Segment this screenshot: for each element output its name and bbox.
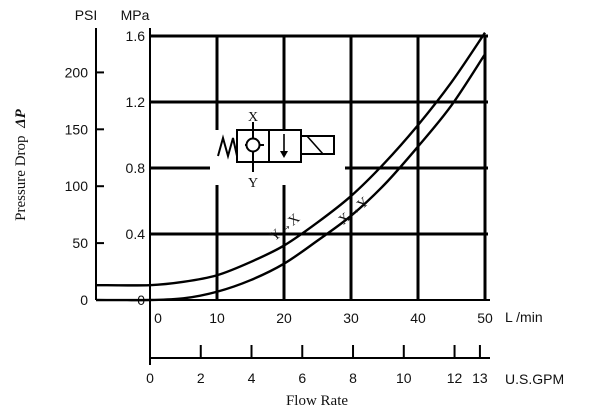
y-secondary-tick-label: 0 <box>80 292 88 308</box>
y-axis-title-symbol: ΔP <box>13 108 29 128</box>
x-secondary-tick-label: 6 <box>298 370 306 386</box>
valve-symbol: X Y <box>210 110 345 191</box>
series-line <box>95 32 486 287</box>
x-primary-tick-label: 40 <box>410 310 426 326</box>
y-secondary-tick-label: 150 <box>65 121 89 137</box>
x-primary-tick-label: 0 <box>154 310 162 326</box>
x-primary-unit: L /min <box>505 309 543 325</box>
x-secondary-tick-label: 4 <box>248 370 256 386</box>
y-primary-unit: MPa <box>121 7 150 23</box>
x-secondary-tick-label: 8 <box>349 370 357 386</box>
y-axis-title: Pressure Drop ΔP <box>13 108 29 221</box>
x-primary-tick-label: 10 <box>209 310 225 326</box>
spring-icon <box>217 134 238 160</box>
y-primary-tick-label: 1.2 <box>126 94 146 110</box>
x-secondary-tick-label: 13 <box>472 370 488 386</box>
y-primary-tick-label: 1.6 <box>126 28 146 44</box>
port-y-label: Y <box>248 176 258 191</box>
series-line <box>95 53 487 302</box>
x-secondary-tick-label: 10 <box>396 370 412 386</box>
x-secondary-unit: U.S.GPM <box>505 371 564 387</box>
x-axis-title: Flow Rate <box>286 393 348 409</box>
y-secondary-tick-label: 50 <box>72 235 88 251</box>
solenoid-icon <box>300 135 335 155</box>
y-primary-tick-label: 0.4 <box>126 226 146 242</box>
solenoid-diagonal <box>306 135 324 155</box>
x-primary-tick-label: 50 <box>477 310 493 326</box>
y-axis-title-text: Pressure Drop <box>13 135 29 220</box>
y-secondary-tick-label: 200 <box>65 64 89 80</box>
y-secondary-tick-label: 100 <box>65 178 89 194</box>
x-secondary-tick-label: 0 <box>146 370 154 386</box>
port-x-label: X <box>248 110 258 125</box>
x-primary-tick-label: 20 <box>276 310 292 326</box>
x-secondary-tick-label: 2 <box>197 370 205 386</box>
y-primary-tick-label: 0.8 <box>126 160 146 176</box>
y-secondary-unit: PSI <box>75 7 98 23</box>
x-secondary-tick-label: 12 <box>447 370 463 386</box>
x-primary-tick-label: 30 <box>343 310 359 326</box>
series-label: X→Y <box>336 195 372 228</box>
flow-arrow-head <box>280 151 288 158</box>
